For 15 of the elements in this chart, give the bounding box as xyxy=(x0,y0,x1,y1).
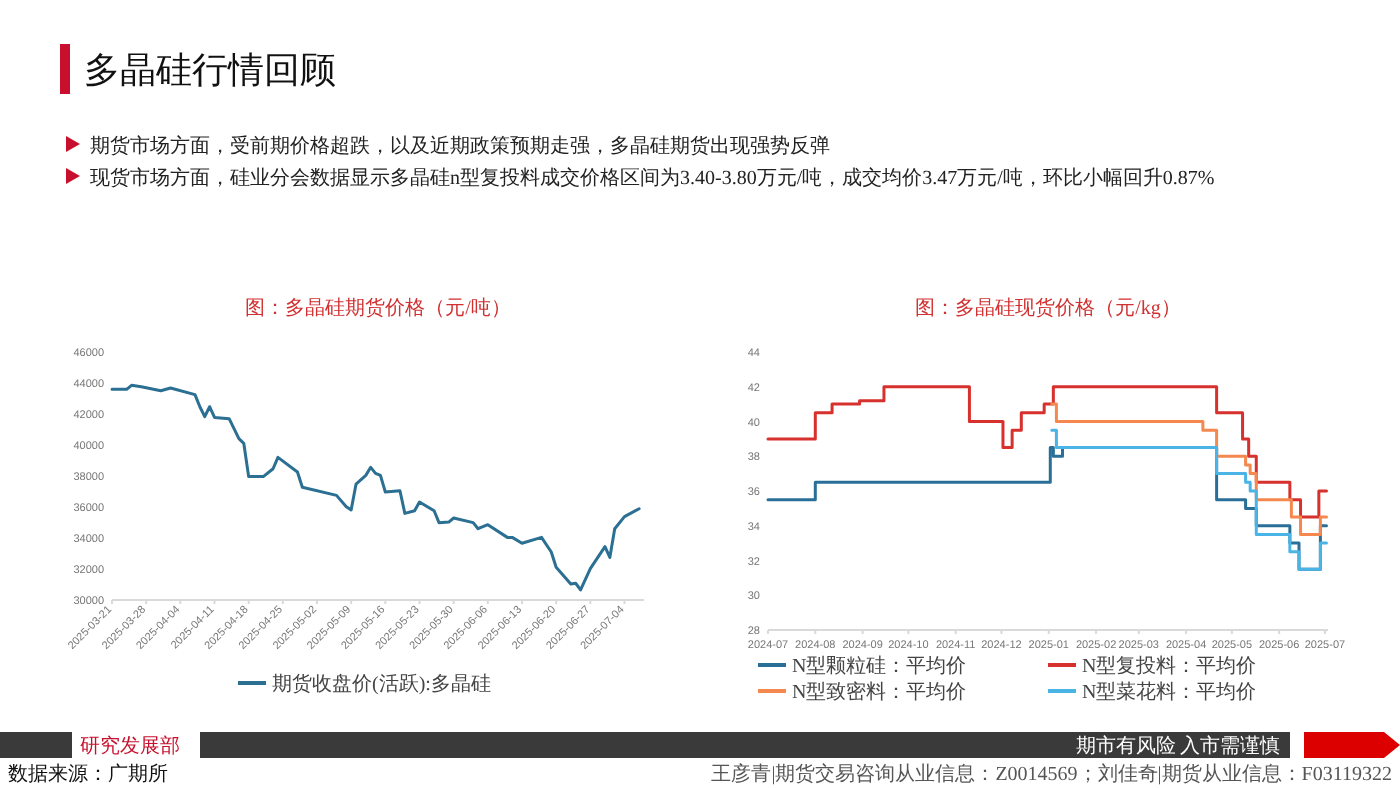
text: 研究发展部 xyxy=(80,734,180,758)
legend-label: N型致密料：平均价 xyxy=(792,680,967,704)
text: 现货市场方面，硅业分会数据显示多晶硅n型复投料成交价格区间为3.40-3.80万元/吨，成交均价3.47万元/吨，环比小幅回升0.87% xyxy=(90,166,1215,190)
legend-label: 期货收盘价(活跃):多晶硅 xyxy=(272,672,491,696)
chart-title: 图：多晶硅现货价格（元/kg） xyxy=(915,296,1181,320)
legend-label: N型复投料：平均价 xyxy=(1082,654,1257,678)
source-note: 数据来源：广期所 xyxy=(8,762,168,786)
text: 王彦青|期货交易咨询从业信息：Z0014569；刘佳奇|期货从业信息：F03119322 xyxy=(711,762,1392,786)
text: 入市需谨慎 xyxy=(1180,734,1280,758)
text: 期市有风险 xyxy=(1076,734,1176,758)
text: 多晶硅行情回顾 xyxy=(84,50,336,90)
legend-label: N型菜花料：平均价 xyxy=(1082,680,1257,704)
chart-title: 图：多晶硅期货价格（元/吨） xyxy=(245,296,511,320)
text: 期货市场方面，受前期价格超跌，以及近期政策预期走强，多晶硅期货出现强势反弹 xyxy=(90,134,830,158)
legend-label: N型颗粒硅：平均价 xyxy=(792,654,967,678)
